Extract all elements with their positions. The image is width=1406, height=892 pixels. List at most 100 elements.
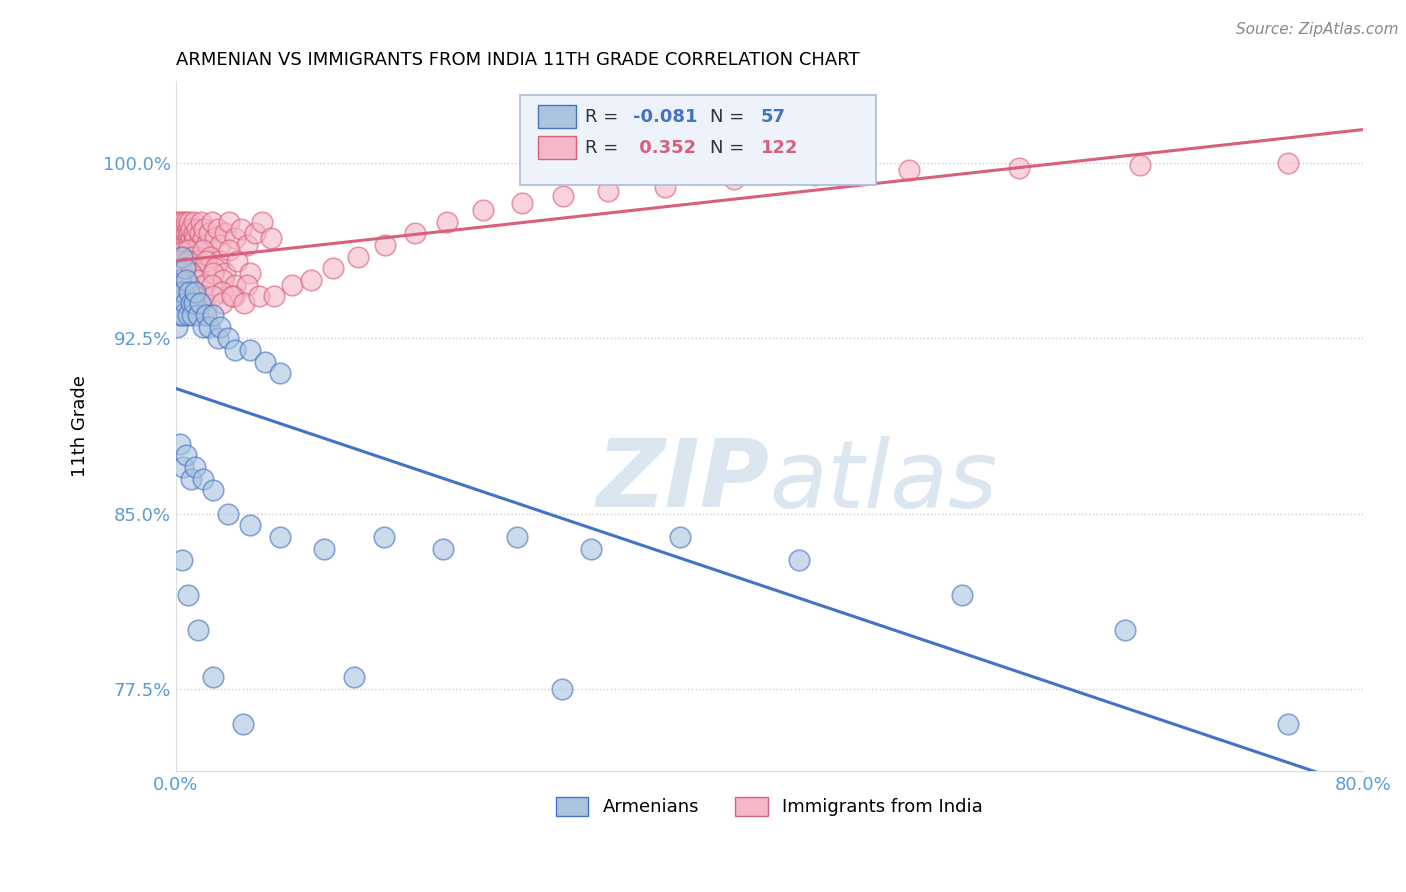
Point: [202, 670, 225, 684]
Point: [347, 250, 370, 264]
Point: [174, 221, 197, 235]
Point: [167, 221, 190, 235]
Point: [200, 277, 222, 292]
Point: [187, 308, 209, 322]
Point: [180, 266, 202, 280]
Point: [170, 266, 193, 280]
Point: [179, 226, 201, 240]
Point: [222, 289, 245, 303]
Point: [176, 273, 198, 287]
Point: [202, 289, 225, 303]
Point: [221, 289, 243, 303]
Point: [190, 214, 212, 228]
Point: [184, 231, 207, 245]
Point: [180, 231, 202, 245]
Point: [179, 285, 201, 299]
Point: [250, 214, 273, 228]
Point: [218, 214, 240, 228]
Point: [176, 226, 198, 240]
Point: [174, 231, 197, 245]
Y-axis label: 11th Grade: 11th Grade: [72, 375, 89, 477]
Point: [166, 261, 188, 276]
Point: [174, 238, 197, 252]
Point: [1277, 156, 1299, 170]
Point: [188, 296, 211, 310]
Point: [167, 250, 190, 264]
Point: [167, 273, 190, 287]
Point: [169, 254, 191, 268]
Text: Source: ZipAtlas.com: Source: ZipAtlas.com: [1236, 22, 1399, 37]
Point: [950, 589, 973, 603]
Point: [172, 214, 194, 228]
Point: [183, 214, 205, 228]
Point: [202, 308, 225, 322]
Point: [263, 289, 285, 303]
Point: [166, 296, 188, 310]
Point: [170, 231, 193, 245]
Point: [436, 214, 458, 228]
Point: [166, 319, 188, 334]
Point: [177, 243, 200, 257]
Point: [174, 289, 197, 303]
Point: [211, 285, 233, 299]
Point: [239, 518, 262, 533]
Point: [176, 448, 198, 462]
Point: [231, 221, 253, 235]
Text: -0.081: -0.081: [633, 108, 697, 126]
FancyBboxPatch shape: [520, 95, 876, 185]
FancyBboxPatch shape: [538, 105, 576, 128]
Point: [218, 243, 240, 257]
Point: [169, 436, 191, 450]
Point: [191, 243, 214, 257]
Point: [204, 261, 226, 276]
Point: [170, 226, 193, 240]
Point: [247, 289, 270, 303]
Point: [472, 202, 495, 217]
Point: [191, 319, 214, 334]
Text: ZIP: ZIP: [596, 435, 769, 527]
Point: [180, 301, 202, 315]
Point: [176, 277, 198, 292]
Point: [212, 273, 235, 287]
Point: [174, 289, 197, 303]
Point: [314, 541, 336, 556]
Point: [186, 254, 208, 268]
Point: [432, 541, 454, 556]
Point: [172, 238, 194, 252]
Point: [167, 296, 190, 310]
Point: [209, 238, 232, 252]
Point: [224, 343, 246, 357]
FancyBboxPatch shape: [538, 136, 576, 159]
Point: [181, 308, 204, 322]
Point: [194, 254, 217, 268]
Legend: Armenians, Immigrants from India: Armenians, Immigrants from India: [548, 790, 990, 823]
Point: [193, 221, 215, 235]
Point: [217, 507, 239, 521]
Point: [187, 624, 209, 638]
Point: [550, 681, 572, 696]
Point: [280, 277, 302, 292]
Point: [260, 231, 283, 245]
Point: [184, 285, 207, 299]
Point: [172, 459, 194, 474]
Point: [169, 226, 191, 240]
Point: [170, 244, 193, 259]
Point: [177, 589, 200, 603]
Point: [207, 221, 229, 235]
Point: [897, 163, 920, 178]
Point: [217, 331, 239, 345]
Point: [224, 231, 246, 245]
Point: [787, 553, 810, 567]
Point: [188, 226, 211, 240]
Point: [172, 308, 194, 322]
Point: [181, 250, 204, 264]
Point: [343, 670, 366, 684]
Point: [167, 231, 190, 245]
Point: [191, 231, 214, 245]
Point: [194, 301, 217, 315]
Point: [374, 238, 396, 252]
Point: [236, 277, 259, 292]
Point: [177, 254, 200, 268]
Point: [214, 266, 236, 280]
Point: [172, 266, 194, 280]
